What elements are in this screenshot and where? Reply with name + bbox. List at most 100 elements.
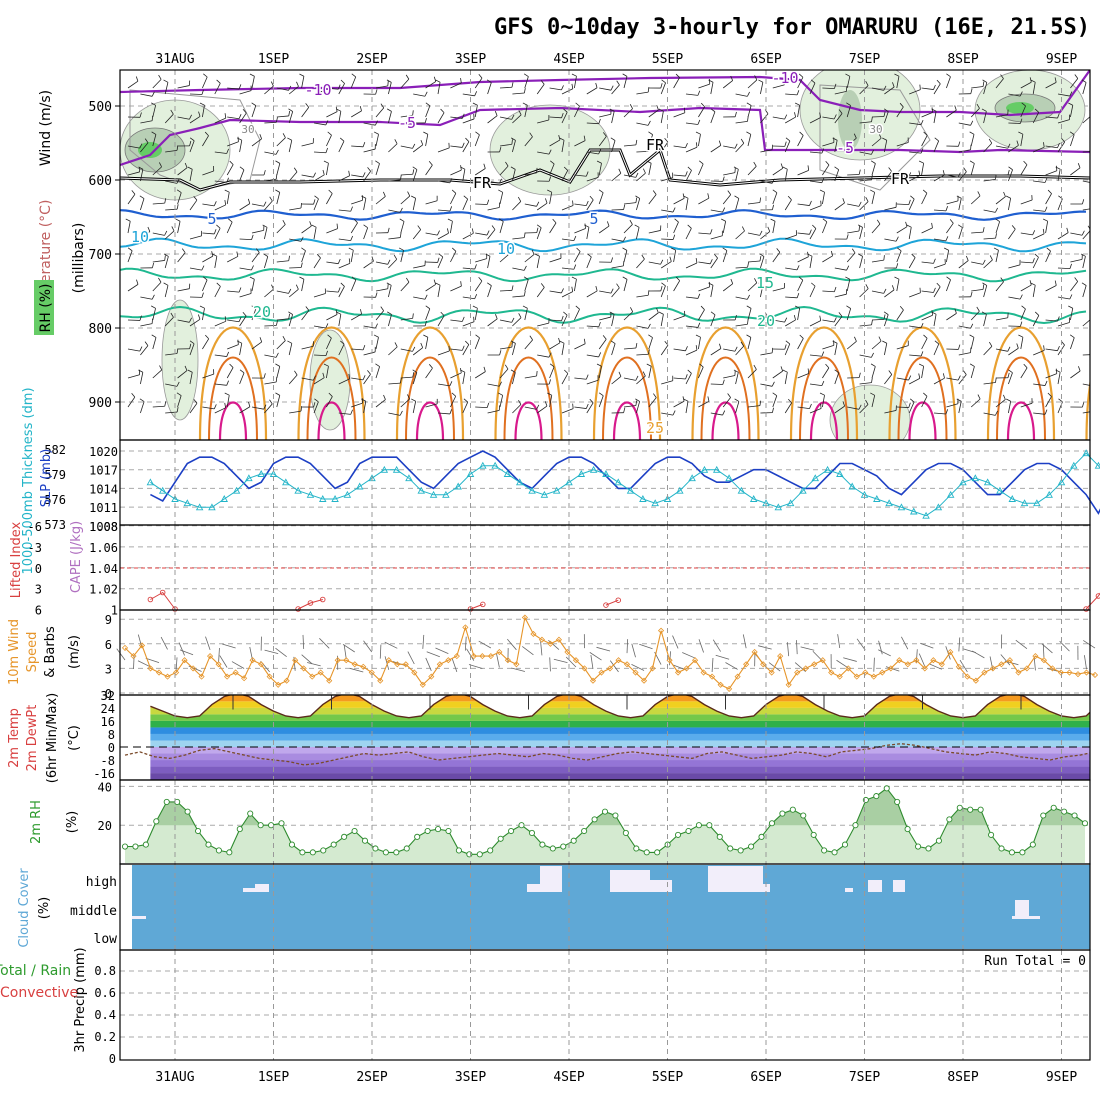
thickness-point: [873, 495, 881, 502]
contour-label: 5: [589, 210, 598, 228]
temp-band: [150, 733, 1090, 741]
wind-barb-flag: [328, 392, 333, 397]
wind-barb: [983, 285, 988, 298]
wind-barb-flag: [585, 171, 589, 177]
wind-barb-flag: [405, 74, 410, 80]
wind-barb-flag: [946, 73, 951, 78]
wind-barb-10m: [466, 648, 475, 661]
rh-point: [570, 837, 577, 844]
wind-barb-flag: [275, 160, 281, 164]
wind-barb: [611, 376, 622, 385]
wind-barb-flag: [216, 79, 221, 84]
wind-barb-flag: [1003, 191, 1006, 197]
thickness-point: [245, 474, 253, 482]
wind-barb-flag: [931, 311, 937, 315]
wind-barb: [685, 198, 689, 211]
wind-barb-flag: [435, 282, 441, 286]
rh-point: [153, 818, 160, 825]
wind-barb: [524, 105, 528, 118]
wind-barb: [995, 281, 1004, 292]
wind-barb: [214, 228, 221, 240]
wind-speed-point: [760, 661, 767, 668]
wind-barb: [239, 169, 245, 182]
wind-barb-flag: [189, 340, 195, 345]
wind-barb-flag: [1082, 402, 1085, 408]
wind-barb: [933, 238, 946, 242]
wind-barb-flag: [176, 392, 182, 396]
wind-barb-flag: [362, 141, 366, 147]
wind-barb: [1008, 401, 1012, 414]
wind-barb: [239, 140, 243, 153]
wind-barb: [400, 173, 413, 176]
wind-speed-point: [283, 677, 290, 684]
wind-barb-flag: [794, 102, 800, 106]
wind-barb-flag: [595, 82, 598, 88]
wind-barb-flag: [943, 247, 949, 251]
wind-barb-flag: [499, 178, 502, 184]
wind-barb-flag: [147, 226, 151, 232]
wind-barb: [140, 120, 153, 124]
wind-barb-flag: [721, 218, 726, 222]
wind-barb-flag: [883, 108, 889, 112]
wind-barb-flag: [830, 250, 834, 256]
wind-speed-point: [504, 657, 511, 664]
wind-barb: [636, 401, 641, 414]
wind-barb-flag: [498, 392, 503, 396]
wind-barb-flag: [1016, 140, 1019, 146]
rh-point: [748, 843, 755, 850]
precip-axis-label: 3hr Precip (mm): [73, 947, 88, 1052]
wind-barb-flag: [505, 161, 509, 167]
thickness-point: [257, 470, 265, 477]
slp-tick-label: 1008: [89, 520, 118, 534]
wind-speed-point: [445, 657, 452, 664]
wind-speed-point: [1023, 665, 1030, 672]
wind-barb: [1045, 116, 1058, 119]
wind-barb-flag: [251, 234, 254, 240]
wind-barb: [747, 308, 752, 321]
wind-barb-flag: [238, 287, 242, 293]
wind-barb: [450, 145, 463, 148]
temp-contour-lobe: [809, 401, 839, 440]
wind-barb: [1082, 82, 1087, 95]
wind-barb: [487, 207, 500, 211]
wind-speed-point: [870, 673, 877, 680]
wind-barb-flag: [327, 131, 332, 136]
wind-barb-flag: [648, 334, 653, 338]
temp-contour-lobe: [494, 326, 563, 440]
wind-barb-flag: [1074, 74, 1079, 79]
wind-barb-flag: [1021, 305, 1026, 310]
wind-barb-flag: [572, 200, 574, 206]
wind-barb-flag: [598, 352, 602, 358]
wind-barb-flag: [536, 201, 540, 207]
wind-barb-flag: [920, 351, 924, 357]
thickness-point: [540, 490, 549, 498]
wind-barb-flag: [198, 111, 201, 117]
wind-barb-flag: [433, 279, 437, 285]
wind-barb: [660, 285, 666, 298]
wind-barb-flag: [510, 166, 516, 170]
wind-barb: [214, 180, 227, 183]
wind-barb-flag: [424, 294, 428, 300]
rh-point: [528, 829, 536, 837]
wind-barb-10m: [302, 634, 305, 649]
wind-barb-flag: [845, 276, 850, 280]
wind-barb: [536, 287, 545, 298]
wind-speed-point: [1015, 669, 1022, 676]
wind-speed-point: [615, 657, 622, 664]
wind-barb: [574, 377, 587, 380]
wind-barb-flag: [248, 401, 251, 407]
wind-speed-point: [428, 673, 435, 680]
wind-barb-flag: [275, 174, 278, 180]
wind-barb: [140, 323, 153, 327]
wind-barb-flag: [460, 281, 462, 287]
wind-barb-flag: [511, 342, 513, 348]
wind-speed-point: [224, 673, 231, 680]
wind-barb: [338, 262, 351, 269]
wind-barb-10m: [959, 659, 968, 673]
wind-barb-flag: [494, 110, 498, 116]
wind-barb-flag: [658, 108, 664, 112]
wind-speed-point: [853, 673, 860, 680]
wind-barb-flag: [1047, 392, 1052, 397]
wind-barb-flag: [387, 227, 390, 233]
wind-barb-flag: [1019, 294, 1023, 300]
